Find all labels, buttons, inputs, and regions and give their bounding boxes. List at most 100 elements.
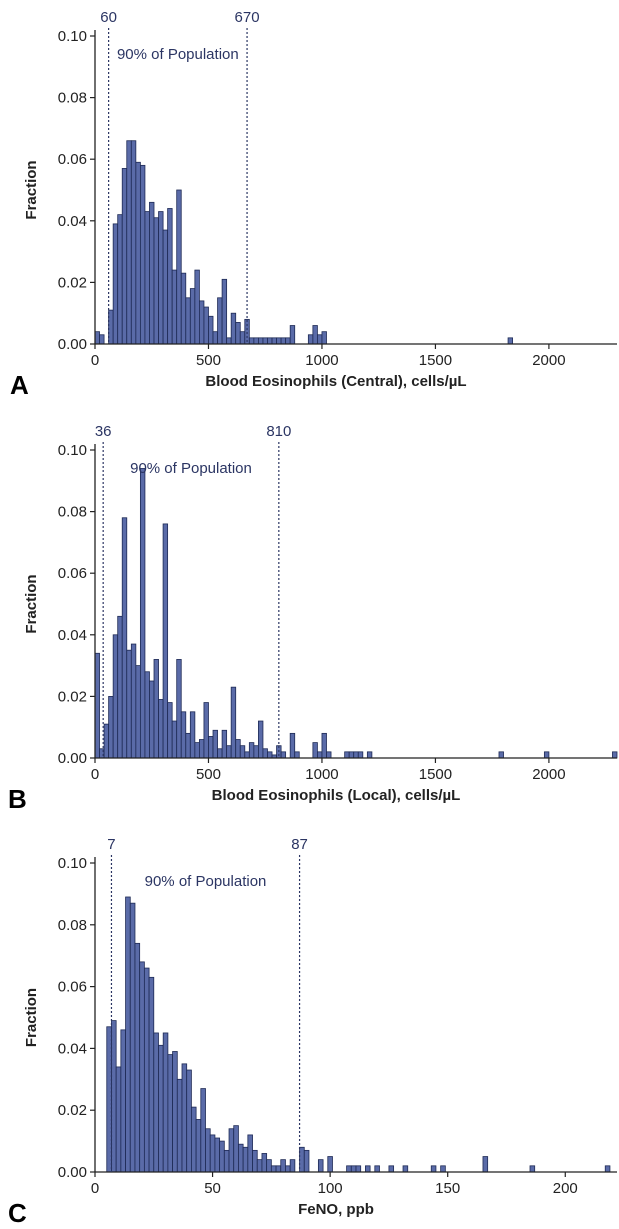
histogram-bar [350,1165,357,1173]
reference-line-label: 810 [266,423,291,440]
y-tick-label: 0.02 [58,274,87,291]
histogram-bar [181,1063,188,1173]
histogram-bar [258,337,264,345]
histogram-bar [261,1153,268,1173]
histogram-bar [126,140,132,345]
y-tick-label: 0.02 [58,688,87,705]
x-tick-label: 1000 [305,352,338,369]
histogram-bar [543,751,550,759]
x-tick-label: 1500 [419,352,452,369]
histogram-bar [189,711,196,759]
reference-line-label: 87 [291,836,308,853]
histogram-bar [189,288,196,345]
histogram-bar [507,337,513,345]
reference-line-label: 7 [107,836,115,853]
histogram-bar [153,659,159,759]
histogram-bar [94,652,100,759]
histogram-bar [144,211,150,345]
histogram-bar [242,1146,249,1173]
histogram-bar [238,1143,244,1173]
x-tick-label: 150 [435,1180,460,1197]
histogram-bar [162,229,169,345]
histogram-bar [430,1165,437,1173]
histogram-bar [217,748,223,759]
histogram-bar [289,732,296,759]
reference-line-label: 36 [95,423,112,440]
histogram-bar [106,1026,112,1173]
histogram-bar [176,1078,183,1173]
y-tick-label: 0.08 [58,917,87,934]
histogram-bar [276,337,282,345]
histogram-bar [344,751,350,759]
histogram-bar [149,201,155,345]
histogram-bar [185,732,191,759]
histogram-bar [172,1051,178,1173]
y-axis-title: Fraction [23,574,40,633]
histogram-bar [112,223,119,345]
histogram-bar [221,278,228,345]
histogram-bar [135,161,141,345]
histogram-bar [115,1066,122,1173]
histogram-bar [267,337,273,345]
histogram-bar [248,337,255,345]
histogram-bar [153,1032,159,1173]
histogram-bar [219,1140,225,1173]
histogram-bar [498,751,504,759]
histogram-bar [289,1159,296,1173]
range-label: 90% of Population [130,460,252,477]
histogram-bar [226,337,232,345]
histogram-bar [134,942,141,1173]
histogram-bar [208,736,214,759]
histogram-bar [167,1054,173,1173]
histogram-bar [266,1159,272,1173]
histogram-bar [226,745,232,759]
histogram-bar [348,751,355,759]
histogram-bar [239,331,246,345]
histogram-bar [108,696,114,759]
histogram-bar [239,745,246,759]
histogram-bar [303,1149,310,1173]
histogram-bar [212,331,218,345]
histogram-bar [130,643,137,759]
y-axis-title: Fraction [23,988,40,1047]
histogram-bar [402,1165,409,1173]
histogram-bar [299,1146,305,1173]
y-tick-label: 0.02 [58,1102,87,1119]
histogram-bar [529,1165,536,1173]
histogram-bar [194,742,200,759]
y-axis-title: Fraction [23,160,40,219]
histogram-bar [120,1029,126,1173]
histogram-bar [317,1159,324,1173]
histogram-bar [248,742,255,759]
histogram-bar [365,1165,371,1173]
x-tick-label: 100 [318,1180,343,1197]
histogram-bar [158,211,164,345]
histogram-bar [346,1165,352,1173]
histogram-bar [374,1165,380,1173]
histogram-bar [103,723,110,759]
histogram-bar [125,896,131,1173]
y-tick-label: 0.00 [58,336,87,353]
histogram-bar [312,742,318,759]
histogram-bar [99,334,105,345]
histogram-bar [212,729,218,759]
histogram-bar [440,1165,446,1173]
histogram-bar [203,306,209,345]
histogram-bar [121,517,128,759]
histogram-bar [200,1088,206,1173]
histogram-bar [198,739,205,759]
histogram-bar [144,671,150,759]
histogram-bar [256,1159,263,1173]
histogram-bar [162,1032,169,1173]
y-tick-label: 0.04 [58,213,87,230]
histogram-bar [149,680,155,759]
histogram-bar [209,1134,216,1173]
histogram-bar [117,615,123,759]
y-tick-label: 0.06 [58,979,87,996]
histogram-bar [223,1149,230,1173]
histogram-bar [275,1165,282,1173]
histogram-bar [271,337,277,345]
histogram-bar [228,1128,235,1173]
histogram-bar [327,1156,333,1173]
